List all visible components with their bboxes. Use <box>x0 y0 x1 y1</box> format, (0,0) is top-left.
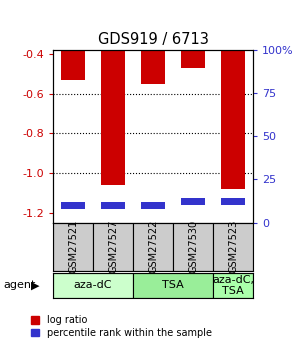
Text: GSM27530: GSM27530 <box>188 220 198 273</box>
Bar <box>93 223 133 271</box>
Bar <box>53 273 133 298</box>
Bar <box>213 273 253 298</box>
Bar <box>173 223 213 271</box>
Title: GDS919 / 6713: GDS919 / 6713 <box>98 32 208 48</box>
Bar <box>133 273 213 298</box>
Bar <box>221 50 245 189</box>
Bar <box>101 50 125 185</box>
Bar <box>61 50 85 80</box>
Bar <box>213 223 253 271</box>
Bar <box>53 223 93 271</box>
Text: GSM27522: GSM27522 <box>148 220 158 273</box>
Text: ▶: ▶ <box>31 280 39 290</box>
Bar <box>61 202 85 209</box>
Text: GSM27527: GSM27527 <box>108 220 118 273</box>
Bar <box>141 202 165 209</box>
Bar <box>181 50 205 68</box>
Bar <box>221 198 245 205</box>
Text: agent: agent <box>3 280 35 290</box>
Bar <box>133 223 173 271</box>
Text: GSM27523: GSM27523 <box>228 220 238 273</box>
Text: GSM27521: GSM27521 <box>68 220 78 273</box>
Text: aza-dC: aza-dC <box>74 280 112 290</box>
Bar <box>181 198 205 205</box>
Bar <box>141 50 165 84</box>
Text: TSA: TSA <box>162 280 184 290</box>
Bar <box>101 202 125 209</box>
Text: aza-dC,
TSA: aza-dC, TSA <box>212 275 254 296</box>
Legend: log ratio, percentile rank within the sample: log ratio, percentile rank within the sa… <box>31 315 211 338</box>
